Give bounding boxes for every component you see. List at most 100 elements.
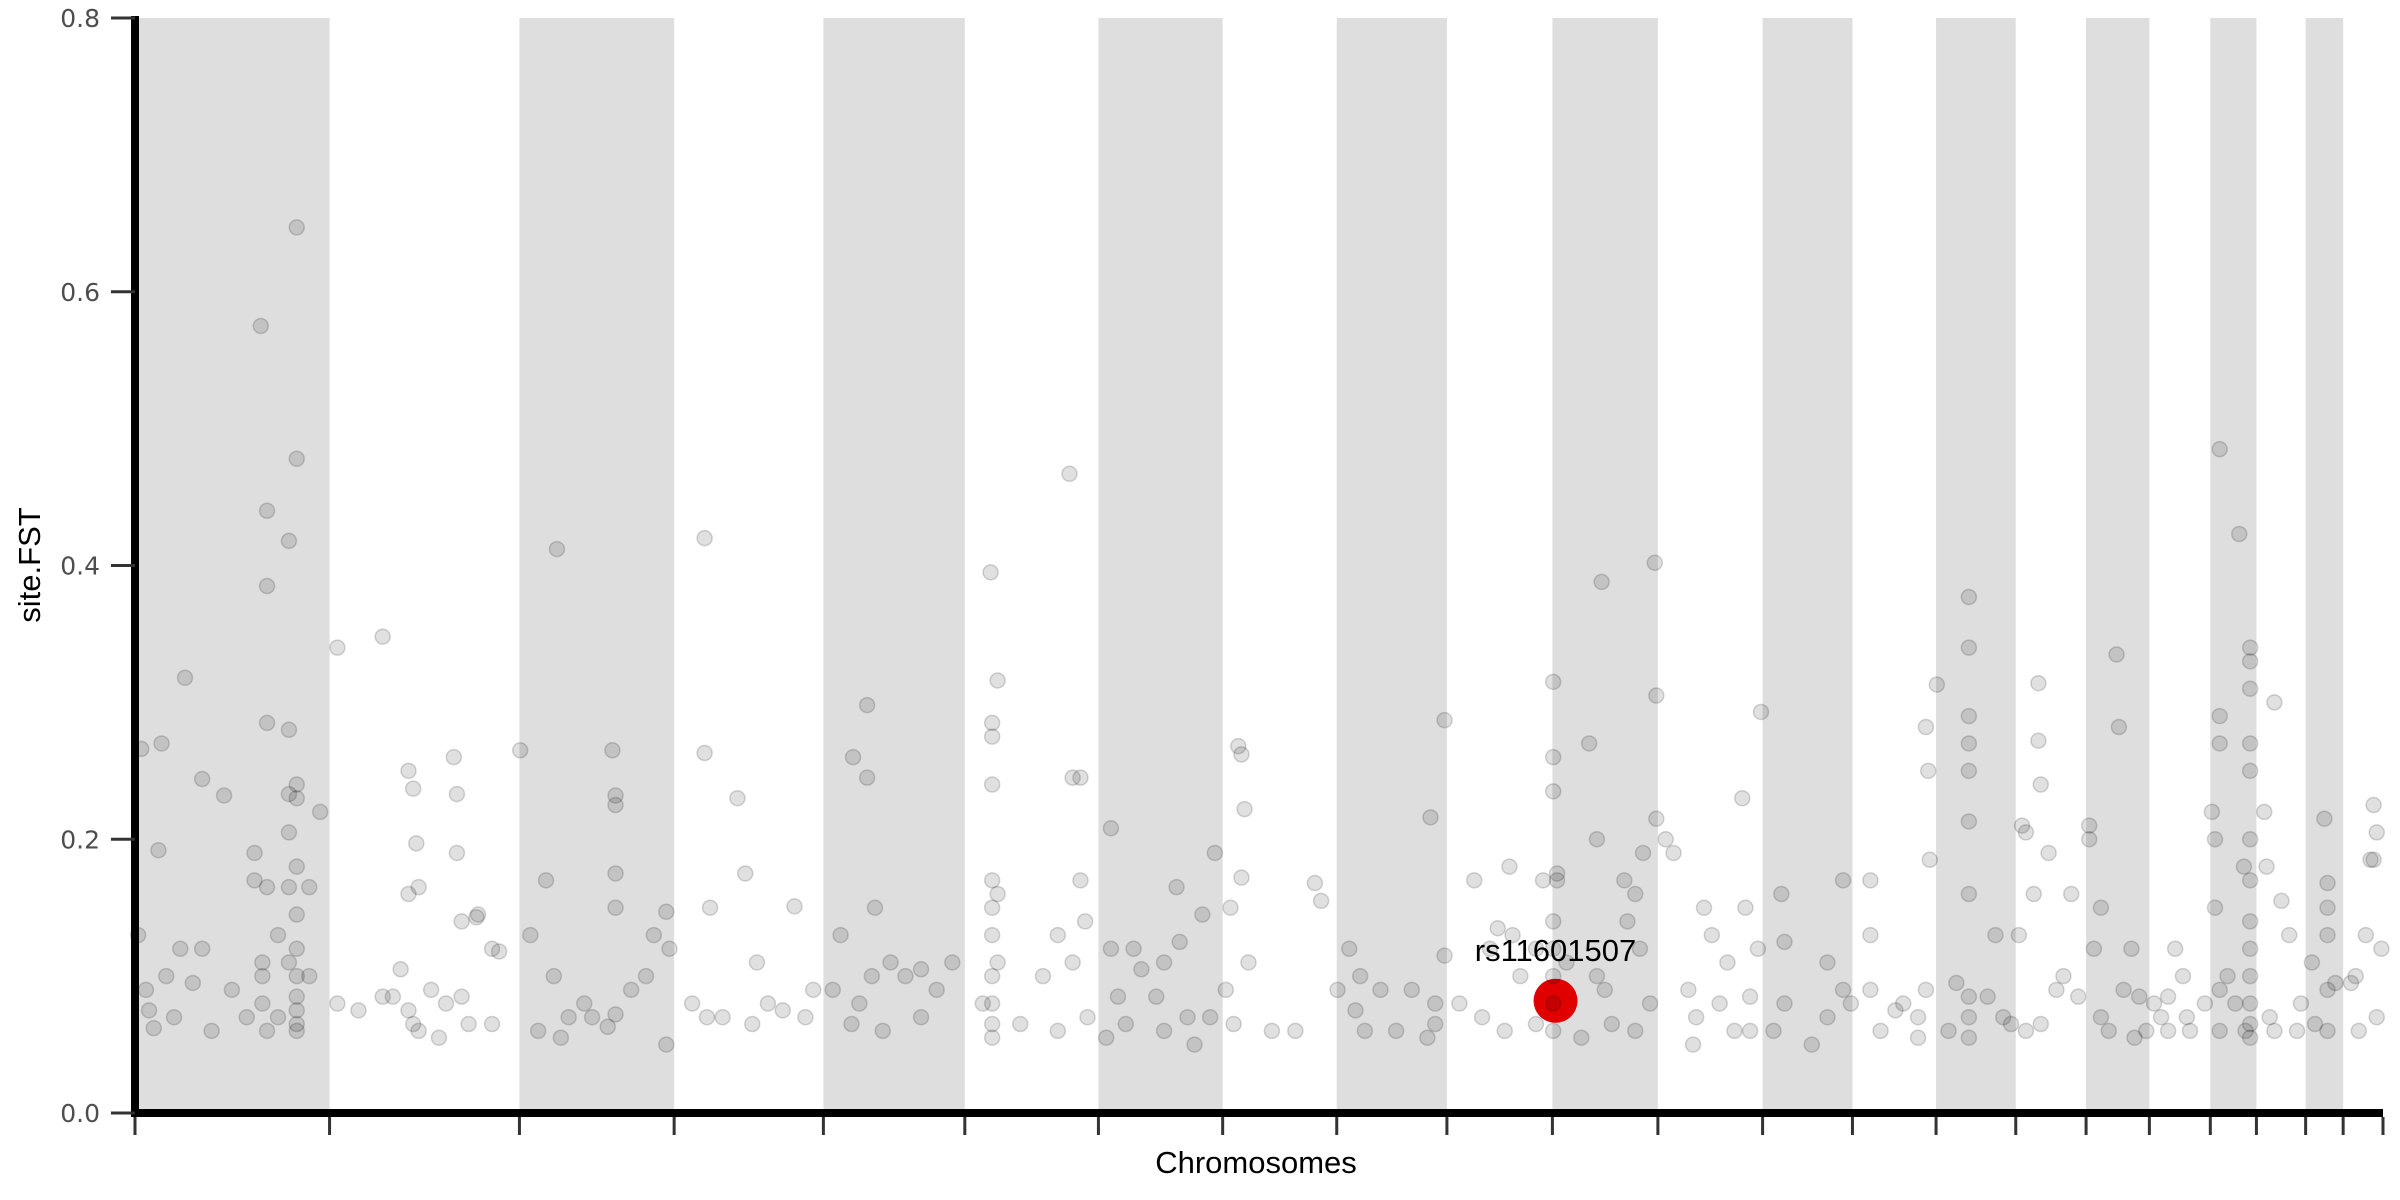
data-point [851, 995, 868, 1012]
data-point [483, 1015, 501, 1033]
data-point [983, 899, 1001, 916]
data-point [288, 1002, 305, 1019]
data-point [258, 502, 276, 519]
data-point [288, 450, 305, 467]
data-point [2292, 995, 2310, 1012]
data-point [2368, 824, 2385, 841]
data-point [1960, 588, 1978, 606]
chromosome-band-9 [1336, 18, 1447, 1113]
data-point [184, 974, 202, 992]
data-point [311, 803, 329, 821]
data-point [1619, 913, 1636, 930]
data-point [468, 909, 485, 926]
data-point [1641, 995, 1659, 1012]
data-point [1734, 789, 1751, 807]
data-point [2373, 940, 2390, 957]
data-point [2227, 995, 2244, 1012]
data-point [537, 872, 555, 889]
data-point [2040, 844, 2057, 862]
data-point [254, 967, 271, 985]
data-point [1834, 872, 1852, 889]
chromosome-band-11 [1552, 18, 1658, 1113]
data-point [1287, 1022, 1304, 1040]
chromosome-band-13 [1762, 18, 1853, 1113]
data-point [844, 748, 862, 766]
data-point [1648, 810, 1665, 827]
data-point [258, 714, 276, 732]
data-point [1306, 874, 1324, 892]
data-point [1544, 673, 1562, 691]
data-point [1240, 954, 1257, 971]
data-point [983, 1015, 1001, 1033]
data-point [258, 1022, 276, 1040]
data-point [858, 769, 876, 786]
data-point [1695, 899, 1713, 916]
data-point [1504, 926, 1521, 944]
data-point [974, 995, 992, 1012]
data-point [882, 954, 899, 971]
data-point [223, 981, 241, 999]
data-point [797, 1008, 814, 1026]
data-point [2347, 967, 2364, 985]
data-point [2211, 735, 2228, 752]
data-point [1588, 967, 1606, 985]
data-point [2092, 899, 2110, 916]
data-point [172, 940, 189, 957]
data-point [1603, 1015, 1621, 1033]
data-point [1741, 988, 1759, 1005]
data-point [1626, 1022, 1644, 1040]
data-point [607, 1006, 624, 1023]
data-point [1948, 974, 1965, 992]
chromosome-band-3 [519, 18, 675, 1113]
data-point [714, 1008, 731, 1026]
data-point [1995, 1008, 2012, 1026]
data-point [2206, 831, 2224, 848]
data-point [1064, 954, 1081, 971]
data-point [288, 219, 305, 236]
data-point [1109, 988, 1127, 1005]
data-point [982, 564, 999, 581]
data-point [1426, 995, 1444, 1012]
data-point [2203, 803, 2221, 821]
chromosome-bands [135, 18, 2344, 1113]
data-point [748, 954, 766, 971]
data-point [2181, 1022, 2199, 1040]
data-point [989, 954, 1006, 971]
data-point [874, 1022, 892, 1040]
data-point [1481, 940, 1499, 957]
data-point [1544, 913, 1562, 930]
data-point [2241, 913, 2259, 930]
data-point [843, 1015, 860, 1033]
data-point [2357, 926, 2375, 944]
data-point [1403, 981, 1421, 999]
data-point [1501, 858, 1518, 875]
data-point [2030, 732, 2047, 749]
data-point [1236, 800, 1253, 818]
data-point [2032, 1015, 2050, 1033]
data-point [983, 995, 1001, 1012]
data-point [2241, 1015, 2259, 1033]
data-point [2241, 639, 2259, 656]
data-point [1626, 885, 1644, 903]
data-point [2211, 981, 2228, 999]
data-points [129, 219, 2390, 1053]
data-point [1473, 1008, 1491, 1026]
data-point [1527, 1015, 1545, 1033]
data-point [408, 835, 425, 852]
data-point [983, 776, 1001, 793]
data-point [576, 995, 593, 1012]
data-point [2241, 831, 2259, 848]
data-point [329, 639, 346, 656]
data-point [1544, 1022, 1562, 1040]
data-point [1657, 831, 1674, 848]
data-point [2108, 646, 2125, 663]
data-point [2055, 967, 2072, 985]
data-point [2219, 967, 2236, 985]
data-point [2319, 1022, 2336, 1040]
data-point [2137, 1022, 2155, 1040]
data-point [392, 961, 409, 978]
data-point [280, 532, 298, 550]
data-point [1061, 465, 1078, 483]
data-point [2319, 926, 2336, 944]
data-point [2365, 796, 2382, 814]
